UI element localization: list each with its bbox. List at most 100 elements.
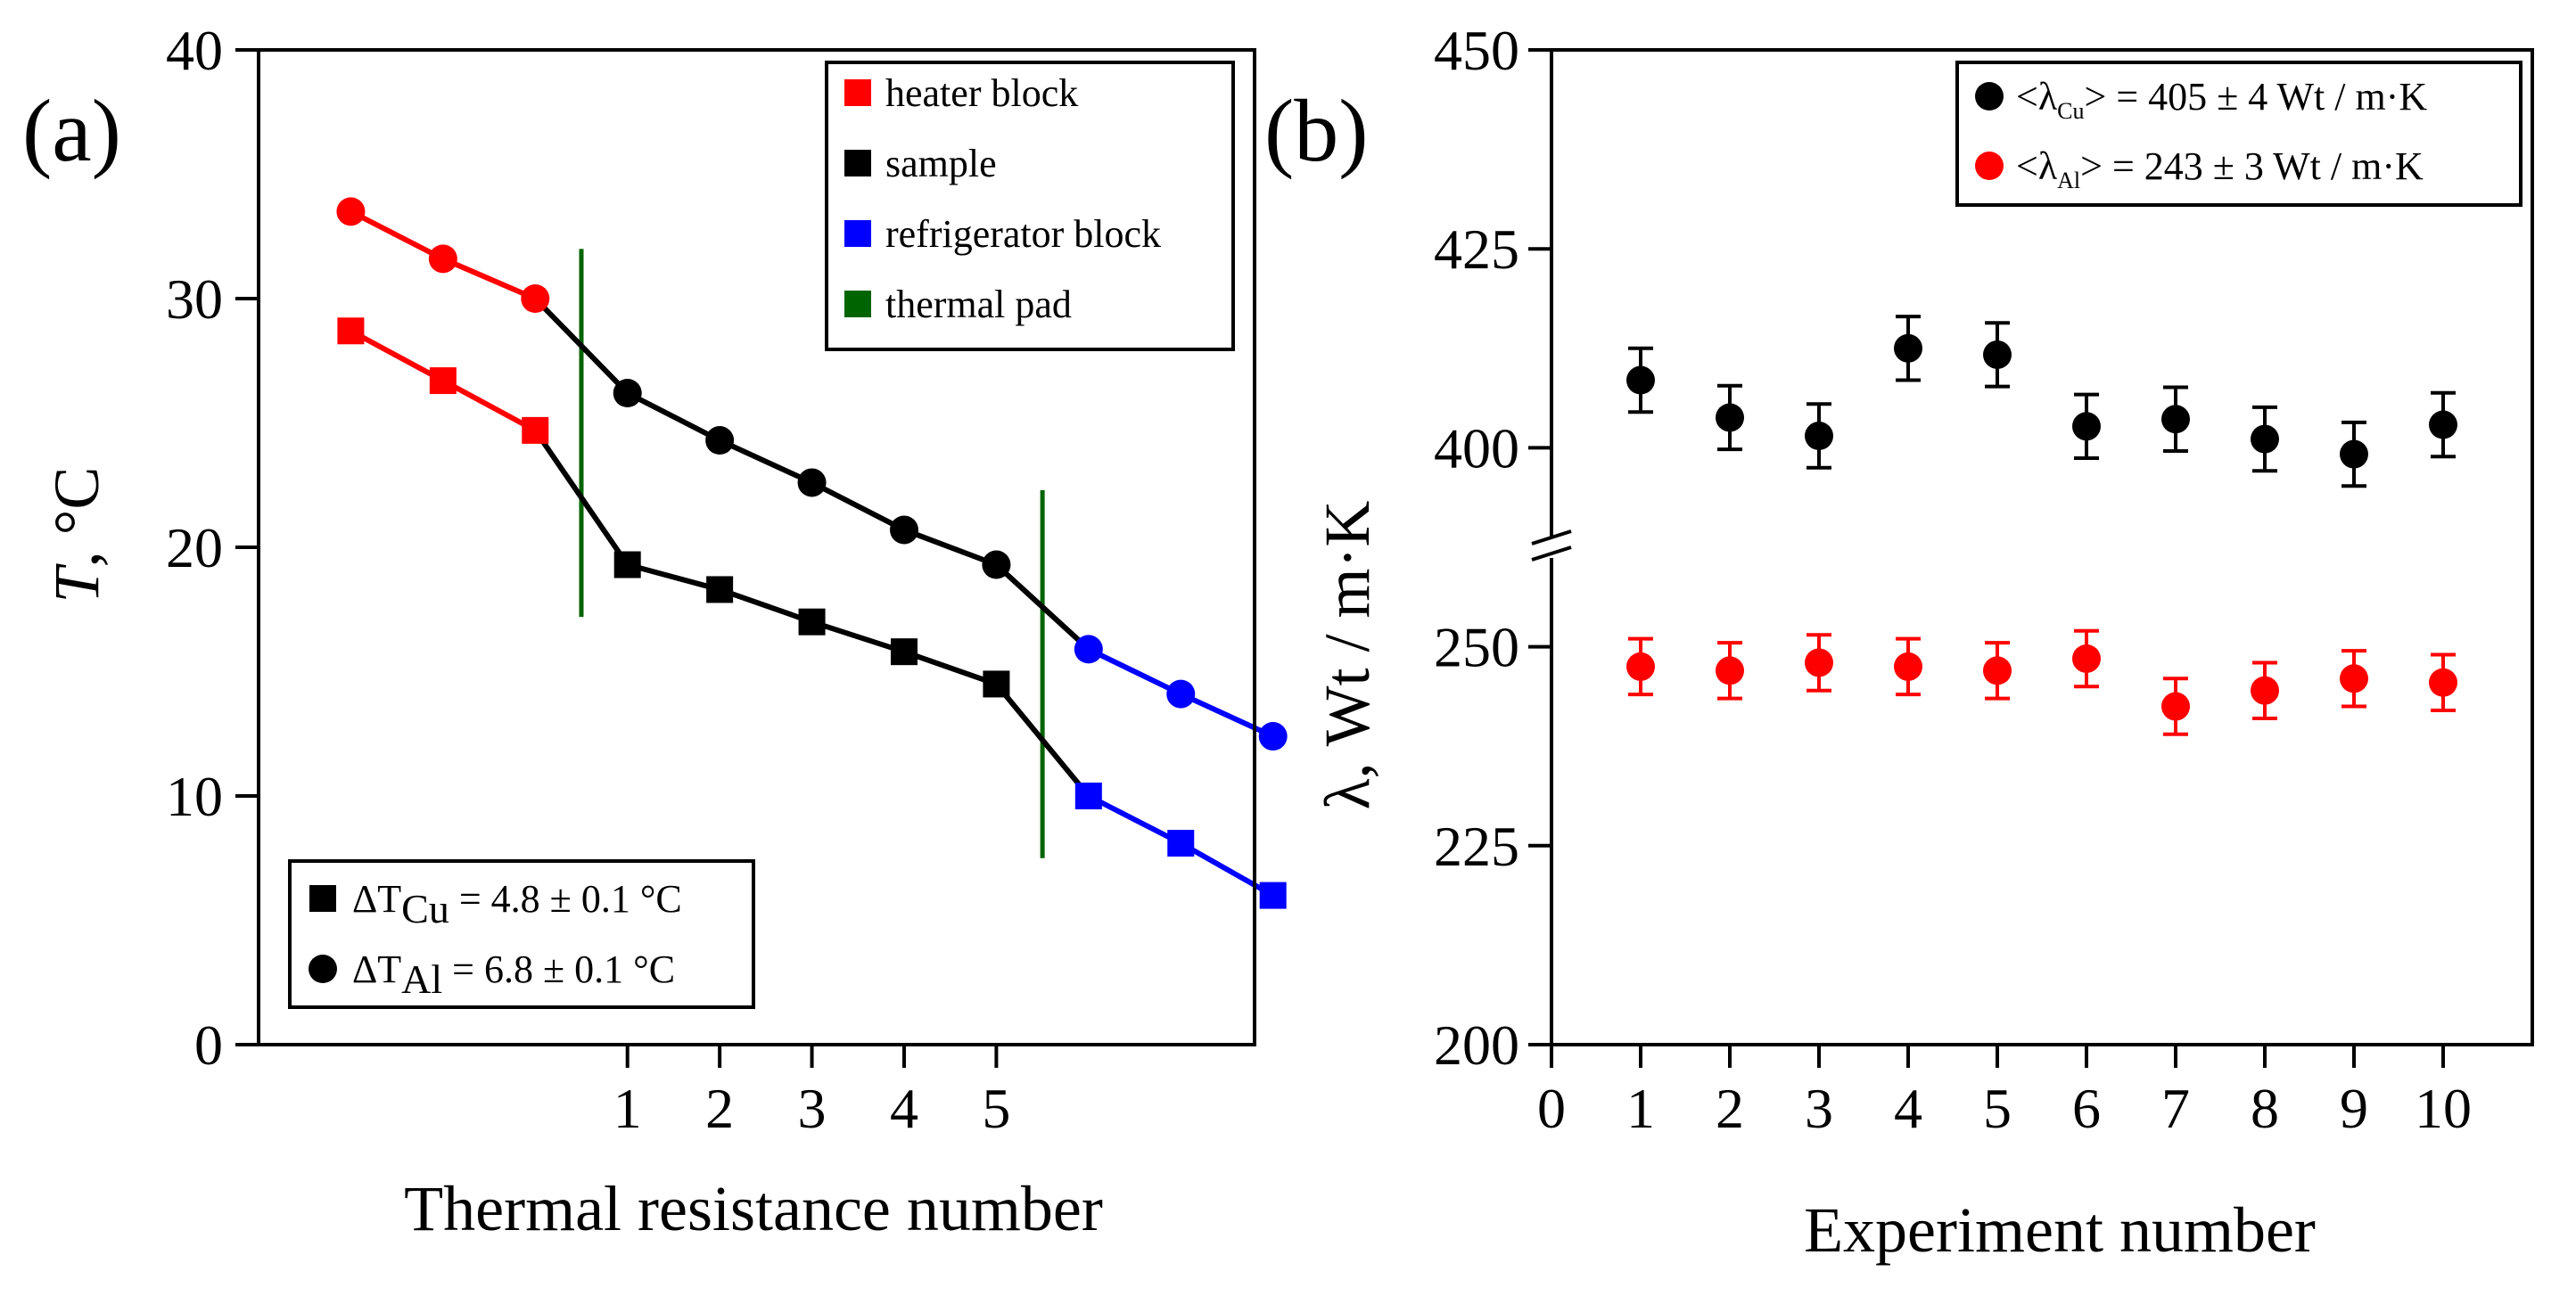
panel-b: (b) 400 425 450 200 225 250 0 1 2 3 4 5 6 7 8 9 10 Exper… xyxy=(1264,19,2534,1266)
panel-b-x-tick-label-9: 9 xyxy=(2340,1077,2368,1140)
panel-a-point-s6-2 xyxy=(1167,830,1195,857)
marker xyxy=(1894,652,1922,681)
panel-b-y-axis-label: λ, Wt / m·K xyxy=(1312,501,1383,810)
panel-b-legend-label-Al: <λAl> = 243 ± 3 Wt / m·K xyxy=(2016,144,2424,193)
panel-b-point-Al-4 xyxy=(1894,636,1922,697)
marker xyxy=(1626,365,1655,395)
panel-b-point-Al-8 xyxy=(2251,660,2279,720)
panel-b-point-Al-10 xyxy=(2429,652,2457,713)
panel-a-point-s5-2 xyxy=(1166,679,1196,709)
panel-b-plot-area xyxy=(1626,315,2457,736)
panel-a-y-tick-label-20: 20 xyxy=(166,516,223,579)
panel-a-legend-swatch-4 xyxy=(844,291,871,317)
panel-b-point-Cu-8 xyxy=(2251,405,2279,473)
legend-text-sub: Cu xyxy=(2057,98,2084,124)
panel-b-point-Cu-7 xyxy=(2161,385,2190,453)
panel-a-legend-top: heater block sample refrigerator block ther… xyxy=(825,61,1235,351)
panel-a-legend-bottom-marker-1 xyxy=(309,885,336,912)
marker xyxy=(1983,656,2012,685)
panel-b-point-Cu-4 xyxy=(1894,315,1922,382)
panel-a-point-s5-3 xyxy=(1258,722,1288,751)
legend-text-pre: ΔT xyxy=(352,877,401,921)
panel-b-legend-label-Cu: <λCu> = 405 ± 4 Wt / m·K xyxy=(2016,75,2427,124)
panel-b-axes: 400 425 450 200 225 250 0 1 2 3 4 5 6 7 8 9 10 xyxy=(1434,19,2534,1140)
panel-b-point-Al-6 xyxy=(2072,628,2101,689)
marker xyxy=(1983,340,2012,369)
panel-b-y-tick-label-250: 250 xyxy=(1434,616,1519,679)
panel-b-point-Cu-5 xyxy=(1983,321,2012,389)
panel-a-point-s2-3 xyxy=(522,416,549,444)
marker xyxy=(1805,422,1833,451)
panel-a-point-s6-1 xyxy=(1074,783,1102,809)
panel-a-legend-bottom-box xyxy=(288,859,755,1009)
panel-b-x-tick-label-8: 8 xyxy=(2251,1077,2279,1140)
panel-a-point-s1-2 xyxy=(428,244,457,274)
panel-a-legend-swatch-2 xyxy=(844,150,871,176)
panel-b-legend: <λCu> = 405 ± 4 Wt / m·K<λAl> = 243 ± 3 … xyxy=(1955,61,2523,207)
panel-b-x-tick-label-4: 4 xyxy=(1894,1077,1922,1140)
panel-b-x-tick-label-7: 7 xyxy=(2161,1077,2190,1140)
panel-b-y-tick-label-400: 400 xyxy=(1434,416,1519,480)
panel-a-point-s3-4 xyxy=(889,515,918,545)
panel-a-point-s3-3 xyxy=(797,468,827,497)
legend-text-pre: ΔT xyxy=(352,947,401,991)
marker xyxy=(1626,652,1655,681)
marker xyxy=(2251,676,2279,705)
panel-b-point-Al-7 xyxy=(2161,677,2190,736)
panel-b-point-Al-9 xyxy=(2340,649,2368,709)
panel-b-y-tick-label-225: 225 xyxy=(1434,815,1519,878)
panel-b-point-Cu-10 xyxy=(2429,390,2457,459)
panel-a-point-s4-5 xyxy=(983,670,1010,698)
panel-b-x-tick-label-5: 5 xyxy=(1983,1077,2012,1140)
panel-a-legend-label-2: sample xyxy=(885,142,997,185)
panel-a-y-axis-label-symbol: T xyxy=(41,562,112,603)
panel-b-x-axis-label: Experiment number xyxy=(1804,1194,2316,1266)
panel-b-axis-break-mark-2 xyxy=(1531,545,1572,562)
panel-a-legend-swatch-3 xyxy=(844,220,871,247)
panel-b-legend-marker-Al xyxy=(1975,152,2004,180)
legend-text-pre: <λ xyxy=(2016,144,2058,188)
panel-b-x-tick-label-6: 6 xyxy=(2072,1077,2101,1140)
panel-a-legend-bottom-marker-2 xyxy=(309,955,337,983)
panel-a-y-axis-label-unit: , °C xyxy=(41,467,112,568)
legend-text-sub: Al xyxy=(401,956,442,1002)
panel-b-point-Cu-9 xyxy=(2340,420,2368,488)
panel-a-point-s5-1 xyxy=(1074,635,1103,664)
panel-a-point-s1-1 xyxy=(336,197,366,226)
marker xyxy=(1716,403,1744,432)
marker xyxy=(1805,648,1833,677)
panel-a-connector-1 xyxy=(533,296,630,396)
panel-a-y-tick-label-10: 10 xyxy=(166,765,223,828)
panel-a-point-s3-1 xyxy=(613,379,642,408)
panel-b-x-tick-label-2: 2 xyxy=(1716,1077,1744,1140)
legend-text-post: > = 405 ± 4 Wt / m·K xyxy=(2085,75,2428,119)
panel-b-legend-box xyxy=(1955,61,2523,207)
panel-a-x-tick-label-3: 3 xyxy=(798,1077,827,1140)
legend-text-sub: Al xyxy=(2057,168,2080,193)
panel-a: (a) 0 10 20 30 40 1 2 3 4 5 Thermal resistance nu… xyxy=(22,19,1288,1244)
marker xyxy=(2340,439,2368,469)
panel-a-y-tick-label-0: 0 xyxy=(194,1013,223,1077)
panel-b-point-Al-5 xyxy=(1983,641,2012,701)
panel-a-legend-label-3: refrigerator block xyxy=(885,212,1161,256)
panel-a-point-s4-3 xyxy=(798,608,826,636)
marker xyxy=(2072,644,2101,673)
panel-a-connector-3 xyxy=(994,562,1090,652)
panel-a-legend-label-1: heater block xyxy=(885,71,1078,115)
panel-a-point-s3-5 xyxy=(982,550,1011,579)
panel-a-x-tick-label-1: 1 xyxy=(613,1077,642,1140)
panel-b-x-tick-label-1: 1 xyxy=(1626,1077,1655,1140)
legend-text-pre: <λ xyxy=(2016,75,2058,119)
legend-text-sub: Cu xyxy=(401,886,449,931)
panel-b-axis-break-mark-1 xyxy=(1531,529,1572,545)
panel-a-point-s4-1 xyxy=(613,551,641,578)
panel-a-x-tick-label-4: 4 xyxy=(890,1077,918,1140)
panel-a-point-s2-2 xyxy=(429,367,457,395)
panel-a-point-s1-3 xyxy=(521,284,550,313)
marker xyxy=(2251,424,2279,454)
panel-b-x-tick-label-0: 0 xyxy=(1537,1077,1566,1140)
marker xyxy=(2340,664,2368,693)
panel-a-connector-2 xyxy=(532,429,630,567)
panel-b-point-Al-3 xyxy=(1805,633,1833,693)
